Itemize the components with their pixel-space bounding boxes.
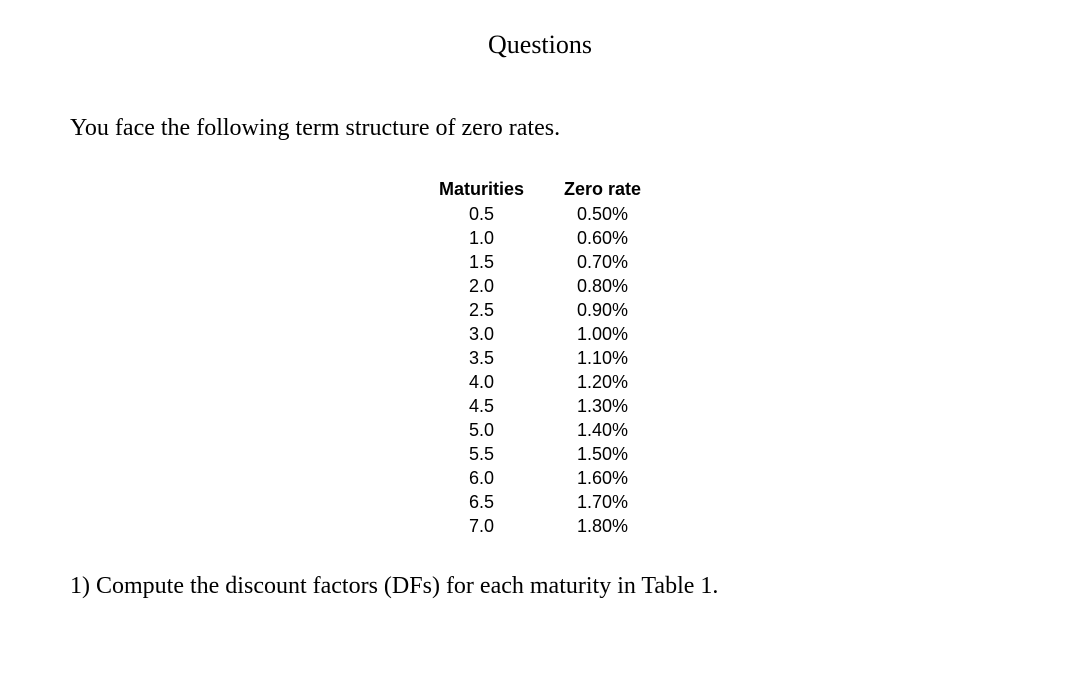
page-title: Questions	[70, 30, 1010, 60]
table-row: 2.5 0.90%	[419, 298, 661, 322]
cell-zero-rate: 1.50%	[544, 442, 661, 466]
cell-zero-rate: 1.60%	[544, 466, 661, 490]
cell-maturity: 2.5	[419, 298, 544, 322]
cell-maturity: 6.0	[419, 466, 544, 490]
cell-zero-rate: 0.80%	[544, 274, 661, 298]
cell-zero-rate: 0.90%	[544, 298, 661, 322]
cell-maturity: 5.5	[419, 442, 544, 466]
table-row: 5.0 1.40%	[419, 418, 661, 442]
table-row: 6.0 1.60%	[419, 466, 661, 490]
cell-zero-rate: 0.60%	[544, 226, 661, 250]
zero-rates-table: Maturities Zero rate 0.5 0.50% 1.0 0.60%…	[419, 177, 661, 538]
cell-zero-rate: 1.30%	[544, 394, 661, 418]
table-row: 0.5 0.50%	[419, 202, 661, 226]
cell-zero-rate: 1.20%	[544, 370, 661, 394]
cell-zero-rate: 1.80%	[544, 514, 661, 538]
table-row: 2.0 0.80%	[419, 274, 661, 298]
cell-zero-rate: 0.50%	[544, 202, 661, 226]
cell-maturity: 2.0	[419, 274, 544, 298]
table-row: 4.5 1.30%	[419, 394, 661, 418]
cell-maturity: 1.0	[419, 226, 544, 250]
cell-zero-rate: 1.00%	[544, 322, 661, 346]
table-header-row: Maturities Zero rate	[419, 177, 661, 202]
cell-maturity: 1.5	[419, 250, 544, 274]
table-row: 6.5 1.70%	[419, 490, 661, 514]
table-row: 1.0 0.60%	[419, 226, 661, 250]
cell-zero-rate: 1.40%	[544, 418, 661, 442]
cell-zero-rate: 1.10%	[544, 346, 661, 370]
question-1: 1) Compute the discount factors (DFs) fo…	[70, 573, 1010, 600]
table-wrapper: Maturities Zero rate 0.5 0.50% 1.0 0.60%…	[70, 177, 1010, 538]
table-row: 7.0 1.80%	[419, 514, 661, 538]
cell-maturity: 4.5	[419, 394, 544, 418]
table-row: 5.5 1.50%	[419, 442, 661, 466]
intro-paragraph: You face the following term structure of…	[70, 115, 1010, 142]
col-header-maturities: Maturities	[419, 177, 544, 202]
table-row: 3.0 1.00%	[419, 322, 661, 346]
cell-maturity: 0.5	[419, 202, 544, 226]
table-row: 1.5 0.70%	[419, 250, 661, 274]
cell-maturity: 3.0	[419, 322, 544, 346]
cell-maturity: 4.0	[419, 370, 544, 394]
col-header-zero-rate: Zero rate	[544, 177, 661, 202]
cell-maturity: 7.0	[419, 514, 544, 538]
cell-maturity: 5.0	[419, 418, 544, 442]
table-row: 3.5 1.10%	[419, 346, 661, 370]
cell-maturity: 3.5	[419, 346, 544, 370]
table-body: 0.5 0.50% 1.0 0.60% 1.5 0.70% 2.0 0.80% …	[419, 202, 661, 538]
cell-zero-rate: 1.70%	[544, 490, 661, 514]
cell-maturity: 6.5	[419, 490, 544, 514]
table-row: 4.0 1.20%	[419, 370, 661, 394]
cell-zero-rate: 0.70%	[544, 250, 661, 274]
